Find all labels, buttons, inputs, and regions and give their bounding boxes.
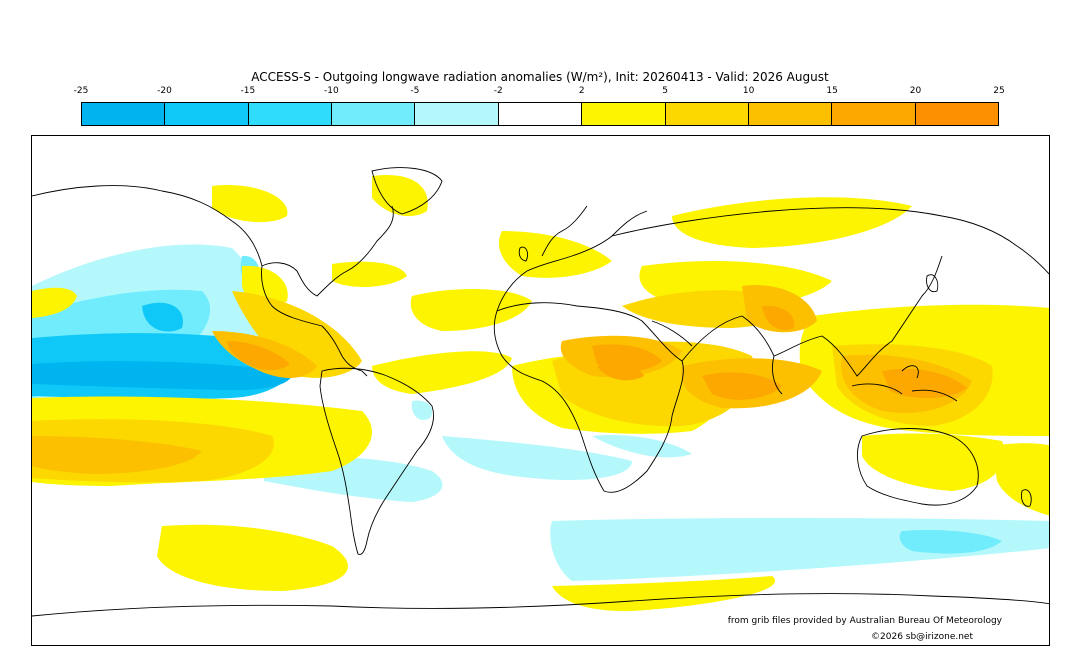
colorbar-segment xyxy=(248,103,333,125)
chart-title: ACCESS-S - Outgoing longwave radiation a… xyxy=(251,70,829,84)
colorbar-tick-label: -2 xyxy=(493,86,503,96)
colorbar-tick-label: 20 xyxy=(909,86,922,96)
colorbar xyxy=(81,102,999,126)
colorbar-segment xyxy=(582,103,666,125)
colorbar-tick-label: -10 xyxy=(324,86,339,96)
data-source-credit: from grib files provided by Australian B… xyxy=(727,616,1002,626)
coastlines xyxy=(32,167,1049,617)
colorbar-tick-label: -5 xyxy=(410,86,420,96)
colorbar-tick-label: -15 xyxy=(240,86,256,96)
colorbar-segment xyxy=(498,103,583,125)
colorbar-segment xyxy=(332,103,416,125)
colorbar-segment xyxy=(665,103,749,125)
colorbar-tick-labels: -25 -20 -15 -10 -5 -2 2 5 10 15 20 25 xyxy=(74,86,1005,100)
colorbar-tick-label: 2 xyxy=(578,86,585,96)
anomaly-map xyxy=(31,135,1050,646)
colorbar-segment xyxy=(82,103,166,125)
colorbar-segment xyxy=(832,103,916,125)
colorbar-tick-label: 15 xyxy=(826,86,838,96)
colorbar-segment xyxy=(165,103,249,125)
anomaly-region-pos-extreme xyxy=(227,305,967,400)
colorbar-tick-label: 25 xyxy=(993,86,1005,96)
colorbar-segment xyxy=(748,103,833,125)
colorbar-tick-label: 10 xyxy=(742,86,755,96)
copyright-notice: ©2026 sb@irizone.net xyxy=(871,632,973,642)
map-svg xyxy=(32,167,1049,617)
colorbar-tick-label: -25 xyxy=(73,86,89,96)
colorbar-tick-label: 5 xyxy=(662,86,669,96)
colorbar-tick-label: -20 xyxy=(157,86,172,96)
colorbar-segment xyxy=(415,103,499,125)
colorbar-segment xyxy=(915,103,998,125)
